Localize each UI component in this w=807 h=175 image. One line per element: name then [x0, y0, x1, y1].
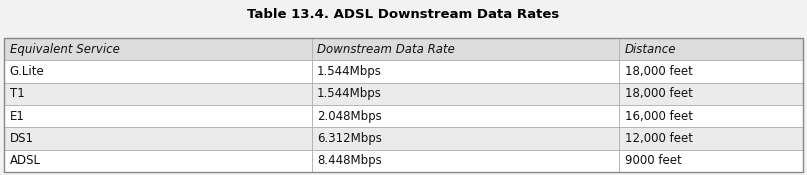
- Text: Downstream Data Rate: Downstream Data Rate: [317, 43, 455, 56]
- Bar: [312, 38, 619, 60]
- Bar: [4, 83, 312, 105]
- Text: 6.312Mbps: 6.312Mbps: [317, 132, 382, 145]
- Bar: [619, 150, 803, 172]
- Text: DS1: DS1: [10, 132, 34, 145]
- Text: 18,000 feet: 18,000 feet: [625, 87, 692, 100]
- Bar: [4, 105, 312, 127]
- Text: 8.448Mbps: 8.448Mbps: [317, 154, 382, 167]
- Bar: [619, 83, 803, 105]
- Bar: [619, 127, 803, 150]
- Text: T1: T1: [10, 87, 24, 100]
- Text: 1.544Mbps: 1.544Mbps: [317, 65, 382, 78]
- Bar: [619, 105, 803, 127]
- Text: 16,000 feet: 16,000 feet: [625, 110, 692, 123]
- Bar: [312, 105, 619, 127]
- Text: 12,000 feet: 12,000 feet: [625, 132, 692, 145]
- Text: Table 13.4. ADSL Downstream Data Rates: Table 13.4. ADSL Downstream Data Rates: [248, 8, 559, 21]
- Text: ADSL: ADSL: [10, 154, 40, 167]
- Bar: [4, 38, 803, 172]
- Text: Equivalent Service: Equivalent Service: [10, 43, 119, 56]
- Text: 2.048Mbps: 2.048Mbps: [317, 110, 382, 123]
- Text: 1.544Mbps: 1.544Mbps: [317, 87, 382, 100]
- Bar: [4, 38, 312, 60]
- Bar: [619, 60, 803, 83]
- Bar: [4, 60, 312, 83]
- Text: G.Lite: G.Lite: [10, 65, 44, 78]
- Text: 9000 feet: 9000 feet: [625, 154, 681, 167]
- Bar: [619, 38, 803, 60]
- Text: E1: E1: [10, 110, 24, 123]
- Bar: [312, 60, 619, 83]
- Text: 18,000 feet: 18,000 feet: [625, 65, 692, 78]
- Bar: [312, 83, 619, 105]
- Bar: [4, 127, 312, 150]
- Text: Distance: Distance: [625, 43, 676, 56]
- Bar: [4, 150, 312, 172]
- Bar: [312, 127, 619, 150]
- Bar: [312, 150, 619, 172]
